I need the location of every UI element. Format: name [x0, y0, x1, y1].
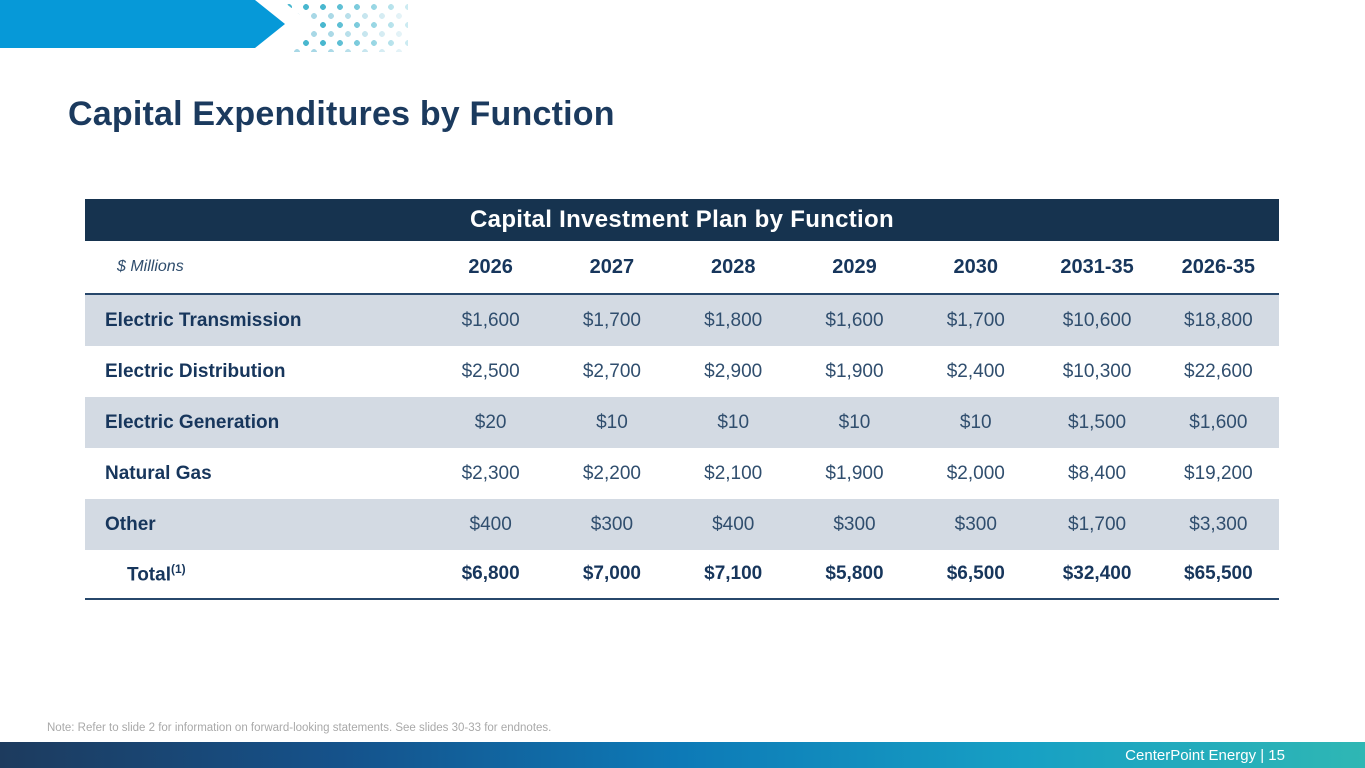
value-cell: $300	[833, 513, 876, 535]
value-cell: $10	[838, 411, 871, 433]
value-cell: $3,300	[1189, 513, 1248, 535]
row-label: Other	[105, 513, 156, 535]
slide-title: Capital Expenditures by Function	[68, 94, 615, 133]
column-header-2029: 2029	[832, 255, 877, 278]
table-title-bar: Capital Investment Plan by Function	[85, 199, 1279, 241]
value-cell: $1,600	[825, 309, 884, 331]
value-cell: $300	[590, 513, 634, 535]
value-cell: $2,900	[704, 360, 763, 382]
value-cell: $1,900	[825, 360, 884, 382]
capital-investment-table: Capital Investment Plan by Function $ Mi…	[85, 199, 1279, 600]
table-row: Electric Distribution $2,500 $2,700 $2,9…	[85, 346, 1279, 397]
column-header-2030: 2030	[953, 255, 999, 278]
value-cell: $1,900	[825, 462, 884, 484]
value-cell: $2,000	[946, 462, 1005, 484]
value-cell: $1,700	[582, 309, 641, 331]
value-cell: $1,700	[1068, 513, 1127, 535]
value-cell: $20	[474, 411, 507, 433]
value-cell: $10	[717, 411, 750, 433]
column-header-2027: 2027	[589, 255, 635, 278]
table-row: Electric Generation $20 $10 $10 $10 $10 …	[85, 397, 1279, 448]
value-cell: $1,600	[1189, 411, 1248, 433]
total-value-cell: $65,500	[1184, 563, 1253, 584]
total-label: Total(1)	[85, 562, 430, 586]
value-cell: $10,300	[1062, 360, 1132, 382]
row-label: Electric Transmission	[105, 309, 302, 331]
unit-label: $ Millions	[117, 258, 184, 275]
dot-pattern-decoration	[284, 2, 408, 52]
column-header-row: $ Millions 2026 2027 2028 2029 2030 2031…	[85, 241, 1279, 295]
total-row: Total(1) $6,800 $7,000 $7,100 $5,800 $6,…	[85, 550, 1279, 600]
total-value-cell: $5,800	[825, 563, 884, 584]
value-cell: $10	[959, 411, 992, 433]
value-cell: $400	[712, 513, 755, 535]
value-cell: $19,200	[1184, 462, 1253, 484]
column-header-2031-35: 2031-35	[1060, 255, 1134, 278]
row-label: Electric Generation	[105, 411, 280, 433]
total-value-cell: $6,500	[946, 563, 1005, 584]
value-cell: $1,700	[946, 309, 1005, 331]
total-value-cell: $6,800	[461, 563, 520, 584]
column-header-2028: 2028	[710, 255, 756, 278]
value-cell: $300	[954, 513, 997, 535]
value-cell: $10	[596, 411, 628, 433]
row-label: Natural Gas	[105, 462, 212, 484]
value-cell: $1,800	[704, 309, 763, 331]
value-cell: $2,700	[582, 360, 641, 382]
table-row: Natural Gas $2,300 $2,200 $2,100 $1,900 …	[85, 448, 1279, 499]
value-cell: $2,400	[946, 360, 1005, 382]
total-value-cell: $7,000	[582, 563, 641, 584]
total-value-cell: $32,400	[1062, 563, 1132, 584]
footer-bar: CenterPoint Energy | 15	[0, 742, 1365, 768]
value-cell: $2,500	[461, 360, 520, 382]
value-cell: $22,600	[1184, 360, 1253, 382]
note-text: Note: Refer to slide 2 for information o…	[47, 722, 552, 734]
total-label-text: Total	[127, 564, 171, 586]
column-header-2026: 2026	[468, 255, 513, 278]
table-row: Electric Transmission $1,600 $1,700 $1,8…	[85, 295, 1279, 346]
banner-arrow	[0, 0, 285, 48]
table-row: Other $400 $300 $400 $300 $300 $1,700 $3…	[85, 499, 1279, 550]
footnote-marker: (1)	[170, 561, 186, 576]
value-cell: $400	[469, 513, 512, 535]
value-cell: $2,300	[461, 462, 520, 484]
column-header-2026-35: 2026-35	[1181, 255, 1256, 278]
value-cell: $1,500	[1068, 411, 1127, 433]
value-cell: $10,600	[1062, 309, 1132, 331]
total-value-cell: $7,100	[704, 563, 763, 584]
value-cell: $18,800	[1184, 309, 1253, 331]
value-cell: $2,100	[704, 462, 763, 484]
value-cell: $8,400	[1068, 462, 1127, 484]
row-label: Electric Distribution	[105, 360, 286, 382]
footer-text: CenterPoint Energy | 15	[1125, 746, 1285, 764]
value-cell: $2,200	[582, 462, 641, 484]
value-cell: $1,600	[461, 309, 520, 331]
